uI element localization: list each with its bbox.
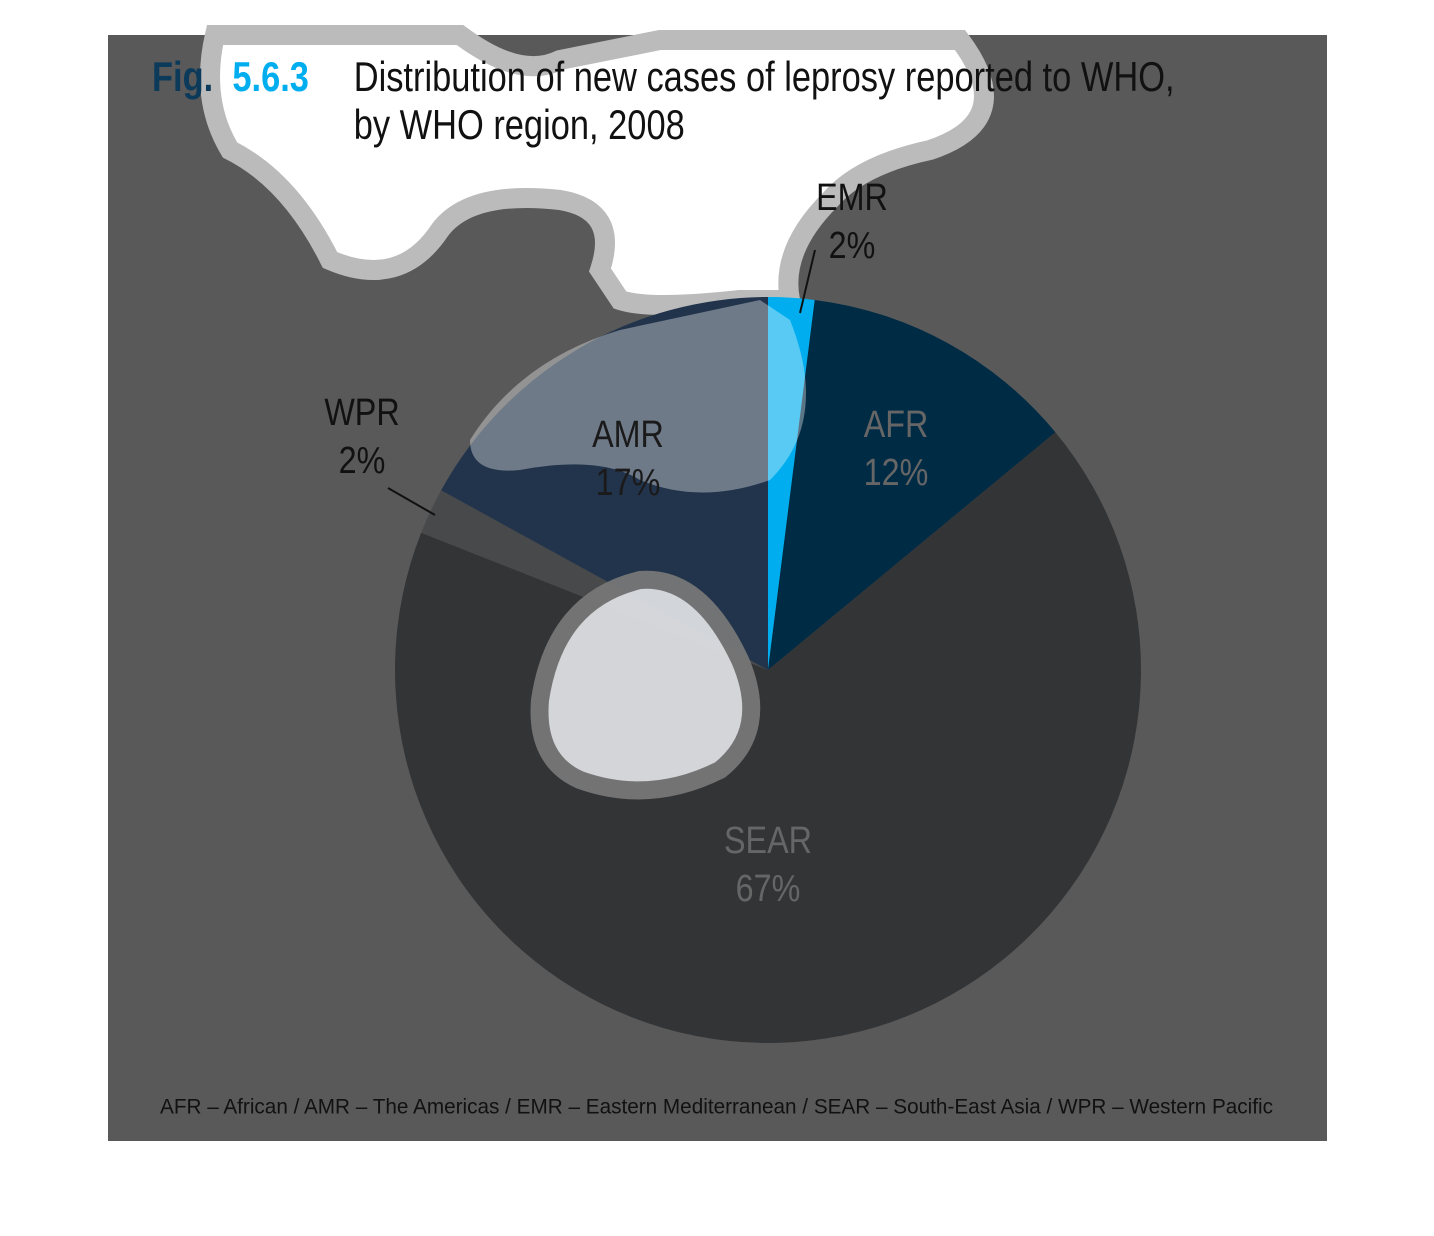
slice-name: EMR bbox=[816, 177, 888, 219]
figure-number: 5.6.3 bbox=[232, 54, 309, 101]
title-block: Fig. 5.6.3 Distribution of new cases of … bbox=[152, 54, 1175, 149]
slice-value: 2% bbox=[339, 440, 386, 482]
slice-value: 2% bbox=[829, 225, 876, 267]
pie-slice bbox=[441, 297, 768, 670]
pie-slice bbox=[768, 297, 815, 670]
slice-name: AMR bbox=[592, 414, 664, 456]
slice-value: 17% bbox=[596, 462, 661, 504]
leader-line bbox=[387, 487, 436, 516]
overlay-cloud bbox=[200, 25, 994, 315]
title-line: Distribution of new cases of leprosy rep… bbox=[354, 54, 1175, 101]
pie-slice bbox=[768, 299, 1056, 670]
pie-slice bbox=[395, 432, 1142, 1043]
overlay-blob bbox=[530, 570, 761, 800]
leader-line bbox=[799, 249, 816, 314]
footnote: AFR – African / AMR – The Americas / EMR… bbox=[160, 1096, 1273, 1119]
labels: EMR 2% AFR 12% SEAR 67% WPR 2% AMR 17% bbox=[324, 177, 928, 910]
slices bbox=[395, 297, 1142, 1043]
slice-name: SEAR bbox=[724, 820, 812, 862]
slice-value: 67% bbox=[736, 868, 801, 910]
slice-name: WPR bbox=[324, 392, 399, 434]
slice-value: 12% bbox=[864, 452, 929, 494]
figure-prefix: Fig. bbox=[152, 54, 213, 101]
overlay-glow bbox=[470, 300, 806, 493]
slice-name: AFR bbox=[864, 404, 929, 446]
title-line: by WHO region, 2008 bbox=[354, 102, 685, 149]
